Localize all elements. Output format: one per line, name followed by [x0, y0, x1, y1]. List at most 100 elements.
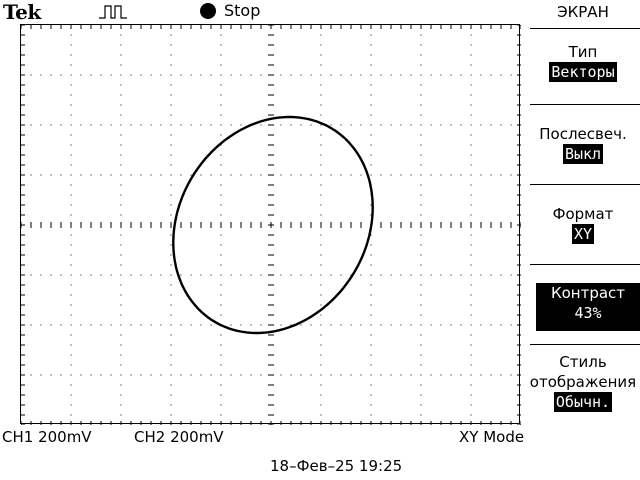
grid-dot	[450, 374, 452, 376]
grid-dot	[320, 144, 322, 146]
grid-dot	[280, 74, 282, 76]
menu-item-value: 43%	[572, 303, 604, 323]
grid-dot	[440, 374, 442, 376]
grid-dot	[120, 324, 122, 326]
grid-dot	[240, 174, 242, 176]
grid-dot	[400, 374, 402, 376]
grid-dot	[420, 124, 422, 126]
menu-item-contrast[interactable]: Контраст 43%	[536, 283, 640, 331]
grid-dot	[300, 124, 302, 126]
grid-dot	[90, 174, 92, 176]
grid-dot	[320, 254, 322, 256]
grid-dot	[220, 264, 222, 266]
menu-item-format[interactable]: Формат XY	[526, 204, 640, 244]
grid-dot	[320, 364, 322, 366]
grid-dot	[210, 124, 212, 126]
grid-dot	[470, 164, 472, 166]
grid-dot	[80, 274, 82, 276]
grid-dot	[320, 64, 322, 66]
grid-dot	[250, 174, 252, 176]
grid-dot	[90, 374, 92, 376]
grid-dot	[320, 184, 322, 186]
grid-dot	[370, 124, 372, 126]
grid-dot	[420, 214, 422, 216]
menu-divider	[530, 184, 640, 185]
ch1-scale-readout: CH1 200mV	[2, 428, 92, 446]
grid-dot	[370, 234, 372, 236]
grid-dot	[510, 174, 512, 176]
grid-dot	[230, 274, 232, 276]
grid-dot	[370, 334, 372, 336]
grid-dot	[220, 374, 222, 376]
menu-item-label: Формат	[552, 205, 614, 223]
grid-dot	[170, 104, 172, 106]
grid-dot	[170, 384, 172, 386]
menu-item-type[interactable]: Тип Векторы	[526, 42, 640, 82]
grid-dot	[30, 74, 32, 76]
grid-dot	[320, 84, 322, 86]
grid-dot	[510, 374, 512, 376]
grid-dot	[320, 344, 322, 346]
grid-dot	[370, 64, 372, 66]
grid-dot	[220, 314, 222, 316]
grid-dot	[130, 374, 132, 376]
grid-dot	[210, 374, 212, 376]
grid-dot	[370, 104, 372, 106]
grid-dot	[120, 314, 122, 316]
grid-dot	[370, 244, 372, 246]
grid-dot	[370, 344, 372, 346]
grid-dot	[260, 174, 262, 176]
grid-dot	[390, 174, 392, 176]
grid-dot	[130, 124, 132, 126]
grid-dot	[70, 304, 72, 306]
grid-dot	[310, 174, 312, 176]
grid-dot	[510, 124, 512, 126]
menu-item-persistence[interactable]: Послесвеч. Выкл	[526, 124, 640, 164]
grid-dot	[100, 374, 102, 376]
grid-dot	[100, 124, 102, 126]
grid-dot	[470, 404, 472, 406]
grid-dot	[220, 244, 222, 246]
grid-dot	[420, 174, 422, 176]
grid-dot	[380, 124, 382, 126]
grid-dot	[220, 174, 222, 176]
grid-dot	[420, 264, 422, 266]
grid-dot	[250, 274, 252, 276]
grid-dot	[60, 274, 62, 276]
grid-dot	[190, 324, 192, 326]
grid-dot	[200, 124, 202, 126]
grid-dot	[120, 354, 122, 356]
grid-dot	[470, 84, 472, 86]
grid-dot	[170, 264, 172, 266]
menu-item-display-style[interactable]: Стиль отображения Обычн.	[526, 352, 640, 412]
grid-dot	[70, 54, 72, 56]
grid-dot	[440, 174, 442, 176]
grid-dot	[120, 124, 122, 126]
grid-dot	[120, 54, 122, 56]
grid-dot	[170, 34, 172, 36]
grid-dot	[130, 74, 132, 76]
run-status-label: Stop	[224, 1, 261, 20]
grid-dot	[340, 174, 342, 176]
grid-dot	[120, 164, 122, 166]
grid-dot	[120, 184, 122, 186]
grid-dot	[180, 374, 182, 376]
grid-dot	[140, 374, 142, 376]
grid-dot	[430, 324, 432, 326]
grid-dot	[70, 114, 72, 116]
grid-dot	[420, 384, 422, 386]
grid-dot	[170, 234, 172, 236]
menu-divider	[530, 28, 640, 29]
grid-dot	[510, 274, 512, 276]
grid-dot	[120, 214, 122, 216]
grid-dot	[460, 74, 462, 76]
grid-dot	[450, 174, 452, 176]
grid-dot	[320, 384, 322, 386]
menu-item-value: Векторы	[549, 62, 617, 82]
grid-dot	[170, 154, 172, 156]
grid-dot	[180, 324, 182, 326]
grid-dot	[230, 174, 232, 176]
grid-dot	[80, 74, 82, 76]
grid-dot	[50, 324, 52, 326]
grid-dot	[320, 134, 322, 136]
